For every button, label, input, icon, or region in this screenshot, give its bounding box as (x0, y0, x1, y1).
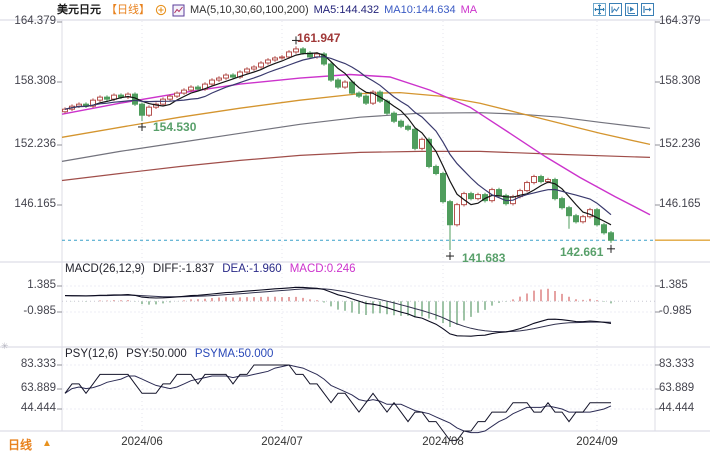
date-label-september: 2024/09 (576, 436, 618, 448)
macd-tick-right-2: -0.985 (659, 305, 692, 317)
ma10-value: MA10:144.634 (384, 4, 456, 16)
psy-tick-left-2: 63.889 (20, 382, 56, 394)
crosshair-icon[interactable] (593, 3, 606, 16)
price-tick-right-2: 158.308 (659, 75, 701, 87)
price-tick-left-1: 164.379 (14, 15, 56, 27)
price-tick-left-2: 158.308 (14, 75, 56, 87)
macd-diff-value: DIFF:-1.837 (152, 263, 215, 275)
price-tick-left-4: 146.165 (14, 198, 56, 210)
price-tick-right-3: 152.236 (659, 138, 701, 150)
period-selector[interactable]: 日线 (8, 438, 33, 452)
low-annotation-aug: 141.683 (462, 251, 506, 265)
period-tag[interactable]: 【日线】 (106, 4, 150, 16)
psy-tick-left-1: 83.333 (20, 358, 56, 370)
chart-toolbar (593, 3, 654, 16)
psy-tick-right-2: 63.889 (659, 382, 695, 394)
ma-more-value: MA (460, 4, 478, 16)
psy-tick-right-3: 44.444 (659, 402, 695, 414)
macd-hist-value: MACD:0.246 (289, 263, 356, 275)
ma5-value: MA5:144.432 (313, 4, 380, 16)
psyma-value: PSYMA:50.000 (194, 348, 274, 360)
macd-title[interactable]: MACD(26,12,9) (65, 263, 145, 275)
price-tick-right-4: 146.165 (659, 198, 701, 210)
psy-value: PSY:50.000 (126, 348, 187, 360)
high-annotation: 161.947 (297, 31, 341, 45)
export-chart-icon[interactable] (641, 3, 654, 16)
macd-label-row: MACD(26,12,9) DIFF:-1.837 DEA:-1.960 MAC… (65, 263, 356, 275)
price-tick-right-1: 164.379 (659, 15, 701, 27)
symbol-name: 美元日元 (57, 4, 101, 16)
price-tick-left-3: 152.236 (14, 138, 56, 150)
add-indicator-icon[interactable] (155, 4, 167, 16)
psy-title[interactable]: PSY(12,6) (65, 348, 119, 360)
date-label-july: 2024/07 (261, 436, 303, 448)
settings-asterisk-icon[interactable]: ✳ (1, 341, 9, 351)
macd-tick-left-1: 1.385 (27, 279, 56, 291)
low-annotation-june: 154.530 (153, 120, 197, 134)
period-up-arrow-icon[interactable]: ▲ (42, 438, 52, 449)
play-chart-icon[interactable] (625, 3, 638, 16)
psy-tick-left-3: 44.444 (20, 402, 56, 414)
psy-tick-right-1: 83.333 (659, 358, 695, 370)
chart-type-icon[interactable] (172, 4, 185, 17)
last-close-annotation: 142.661 (560, 245, 604, 259)
macd-dea-value: DEA:-1.960 (222, 263, 282, 275)
macd-tick-left-2: -0.985 (23, 305, 56, 317)
macd-tick-right-1: 1.385 (659, 279, 688, 291)
zoom-chart-icon[interactable] (609, 3, 622, 16)
ma-settings-label[interactable]: MA(5,10,30,60,100,200) (190, 4, 309, 16)
chart-header: 美元日元 【日线】 MA(5,10,30,60,100,200) MA5:144… (57, 3, 477, 17)
psy-label-row: PSY(12,6) PSY:50.000 PSYMA:50.000 (65, 348, 273, 360)
date-label-june: 2024/06 (121, 436, 163, 448)
date-label-august: 2024/08 (422, 436, 464, 448)
